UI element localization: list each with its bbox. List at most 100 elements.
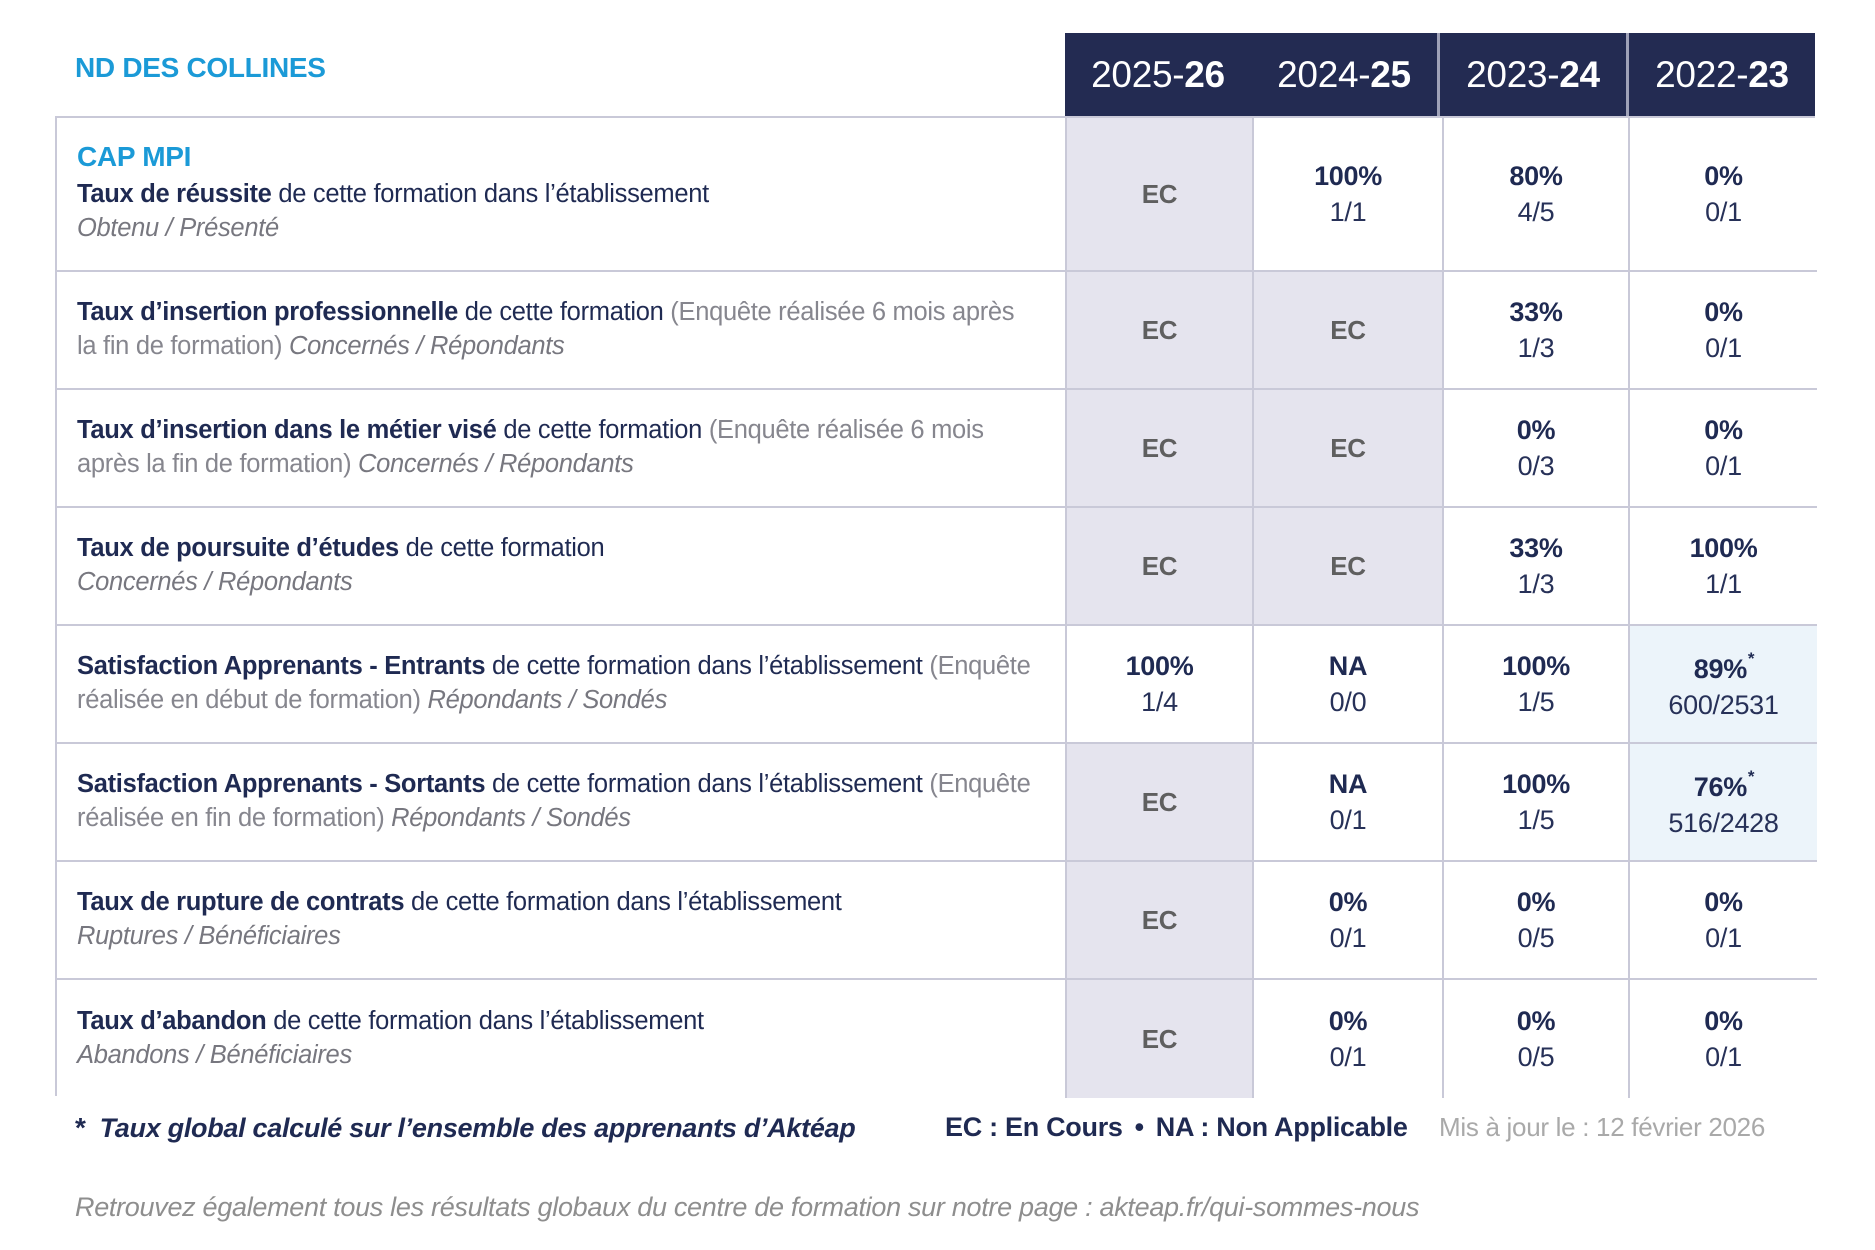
- metric-label: Taux d’insertion professionnelle de cett…: [77, 295, 1035, 363]
- metric-title: Taux de poursuite d’études: [77, 534, 399, 562]
- metric-cell: NA 0/1: [1254, 744, 1444, 862]
- metric-label: Satisfaction Apprenants - Entrants de ce…: [77, 649, 1035, 717]
- row-label-insertion-professionnelle: Taux d’insertion professionnelle de cett…: [57, 272, 1067, 390]
- year-column-2023-24: 2023- 24: [1440, 33, 1626, 116]
- row-label-insertion-metier: Taux d’insertion dans le métier visé de …: [57, 390, 1067, 508]
- metric-title: Taux d’insertion dans le métier visé: [77, 416, 497, 444]
- asterisk-marker: *: [75, 1112, 86, 1143]
- metric-cell: EC: [1067, 980, 1254, 1098]
- metric-title: Taux d’insertion professionnelle: [77, 298, 458, 326]
- metric-cell: 0% 0/1: [1254, 980, 1444, 1098]
- row-label-poursuite-etudes: Taux de poursuite d’études de cette form…: [57, 508, 1067, 626]
- metric-rest: de cette formation: [398, 534, 605, 562]
- metric-cell-global-rate: 76%* 516/2428: [1630, 744, 1817, 862]
- metric-note: (Enquête réalisée 6 mois après la fin de…: [77, 298, 1015, 360]
- metric-label: Taux de poursuite d’études de cette form…: [77, 531, 605, 565]
- metric-cell: EC: [1067, 272, 1254, 390]
- year-suffix: 26: [1184, 53, 1225, 95]
- metric-label: Taux d’insertion dans le métier visé de …: [77, 413, 1035, 481]
- metric-cell: 0% 0/1: [1630, 390, 1817, 508]
- last-updated-date: Mis à jour le : 12 février 2026: [1439, 1112, 1765, 1142]
- metric-cell: EC: [1067, 118, 1254, 272]
- row-label-satisfaction-sortants: Satisfaction Apprenants - Sortants de ce…: [57, 744, 1067, 862]
- metric-rest: de cette formation dans l’établissement: [485, 770, 930, 798]
- global-rate-footnote: Taux global calculé sur l’ensemble des a…: [99, 1113, 856, 1143]
- year-prefix: 2023-: [1466, 53, 1560, 95]
- metric-label: Taux de réussite de cette formation dans…: [77, 177, 709, 211]
- header-divider: [1437, 33, 1440, 116]
- metric-cell: EC: [1254, 390, 1444, 508]
- metric-cell: EC: [1254, 272, 1444, 390]
- metric-cell: 33% 1/3: [1444, 508, 1630, 626]
- metric-rest: de cette formation dans l’établissement: [271, 180, 709, 208]
- metric-rest: de cette formation dans l’établissement: [485, 652, 930, 680]
- year-column-2024-25: 2024- 25: [1251, 33, 1437, 116]
- year-header-band: 2025- 26 2024- 25 2023- 24 2022- 23: [1065, 33, 1815, 116]
- metric-title: Taux d’abandon: [77, 1007, 267, 1035]
- metric-cell: EC: [1067, 390, 1254, 508]
- metric-cell: 100% 1/1: [1630, 508, 1817, 626]
- metric-cell: 0% 0/1: [1630, 862, 1817, 980]
- bullet-separator: •: [1134, 1112, 1144, 1142]
- year-prefix: 2024-: [1277, 53, 1371, 95]
- program-title: CAP MPI: [77, 141, 192, 172]
- row-label-satisfaction-entrants: Satisfaction Apprenants - Entrants de ce…: [57, 626, 1067, 744]
- ratio-label: Obtenu / Présenté: [77, 214, 279, 242]
- ratio-label: Concernés / Répondants: [288, 332, 565, 360]
- row-label-abandon: Taux d’abandon de cette formation dans l…: [57, 980, 1067, 1098]
- asterisk-marker: *: [1747, 649, 1755, 668]
- metric-cell: 0% 0/1: [1630, 118, 1817, 272]
- year-suffix: 23: [1748, 53, 1789, 95]
- ratio-label: Répondants / Sondés: [427, 686, 668, 714]
- ratio-label: Ruptures / Bénéficiaires: [77, 922, 341, 950]
- metric-title: Taux de rupture de contrats: [77, 888, 405, 916]
- metric-rest: de cette formation: [458, 298, 671, 326]
- metric-cell: 0% 0/5: [1444, 862, 1630, 980]
- year-column-2022-23: 2022- 23: [1629, 33, 1815, 116]
- metric-cell: 0% 0/5: [1444, 980, 1630, 1098]
- metric-cell: EC: [1067, 862, 1254, 980]
- metric-note: (Enquête réalisée 6 mois après la fin de…: [77, 416, 984, 478]
- legend-na: NA : Non Applicable: [1155, 1112, 1408, 1142]
- ratio-label: Abandons / Bénéficiaires: [77, 1041, 352, 1069]
- metric-title: Taux de réussite: [77, 180, 272, 208]
- metric-cell: EC: [1067, 508, 1254, 626]
- metric-rest: de cette formation: [496, 416, 709, 444]
- year-suffix: 25: [1370, 53, 1411, 95]
- metric-cell: 100% 1/4: [1067, 626, 1254, 744]
- global-results-link-text: Retrouvez également tous les résultats g…: [75, 1192, 1420, 1222]
- metric-rest: de cette formation dans l’établissement: [404, 888, 842, 916]
- metric-cell: NA 0/0: [1254, 626, 1444, 744]
- abbreviation-legend: EC : En Cours • NA : Non Applicable: [945, 1112, 1408, 1143]
- metric-cell: 100% 1/1: [1254, 118, 1444, 272]
- year-suffix: 24: [1559, 53, 1600, 95]
- metric-cell: 0% 0/1: [1630, 980, 1817, 1098]
- metric-cell: 80% 4/5: [1444, 118, 1630, 272]
- ratio-label: Concernés / Répondants: [358, 450, 634, 478]
- ratio-label: Répondants / Sondés: [391, 804, 631, 832]
- year-column-2025-26: 2025- 26: [1065, 33, 1251, 116]
- metric-cell: 0% 0/1: [1254, 862, 1444, 980]
- metric-cell: 0% 0/1: [1630, 272, 1817, 390]
- metric-cell: EC: [1254, 508, 1444, 626]
- row-label-rupture-contrats: Taux de rupture de contrats de cette for…: [57, 862, 1067, 980]
- metric-label: Satisfaction Apprenants - Sortants de ce…: [77, 767, 1035, 835]
- establishment-name: ND DES COLLINES: [75, 52, 326, 83]
- row-label-taux-reussite: CAP MPI Taux de réussite de cette format…: [57, 118, 1067, 272]
- year-prefix: 2022-: [1655, 53, 1749, 95]
- metric-cell: 0% 0/3: [1444, 390, 1630, 508]
- metric-cell: 100% 1/5: [1444, 626, 1630, 744]
- metric-rest: de cette formation dans l’établissement: [266, 1007, 704, 1035]
- header-divider: [1626, 33, 1629, 116]
- results-table: CAP MPI Taux de réussite de cette format…: [55, 116, 1817, 1098]
- asterisk-marker: *: [1747, 767, 1755, 786]
- legend-ec: EC : En Cours: [945, 1112, 1123, 1142]
- ratio-label: Concernés / Répondants: [77, 568, 353, 596]
- metric-cell: 33% 1/3: [1444, 272, 1630, 390]
- metric-cell: EC: [1067, 744, 1254, 862]
- metric-label: Taux d’abandon de cette formation dans l…: [77, 1004, 704, 1038]
- metric-title: Satisfaction Apprenants - Sortants: [77, 770, 486, 798]
- metric-title: Satisfaction Apprenants - Entrants: [77, 652, 486, 680]
- year-prefix: 2025-: [1091, 53, 1185, 95]
